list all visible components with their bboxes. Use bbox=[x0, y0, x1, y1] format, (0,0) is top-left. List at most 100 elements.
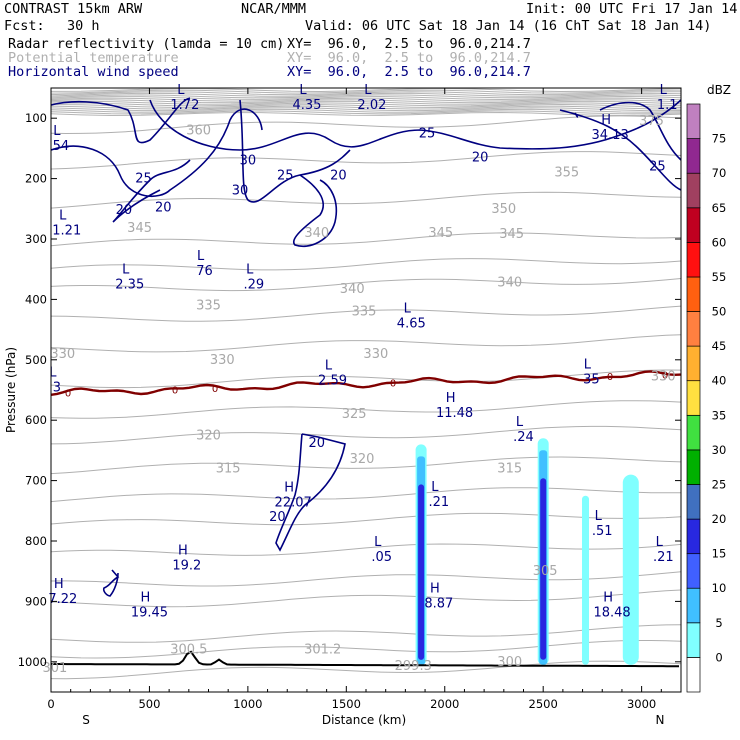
extremum-marker: H bbox=[430, 581, 440, 596]
theta-line bbox=[50, 87, 682, 93]
theta-line bbox=[50, 487, 682, 503]
theta-line bbox=[50, 571, 682, 587]
theta-isentropes bbox=[50, 87, 682, 680]
colorbar-label: 35 bbox=[712, 408, 727, 422]
theta-label: 340 bbox=[304, 226, 329, 241]
axes: 0 500 1000 1500 2000 2500 30001002003004005006… bbox=[18, 88, 681, 711]
y-tick-label: 500 bbox=[25, 353, 47, 367]
wind-contour bbox=[239, 99, 351, 203]
y-tick-label: 100 bbox=[25, 111, 47, 125]
reflectivity-column-3 bbox=[582, 495, 589, 665]
x-tick-label: 3000 bbox=[627, 697, 656, 711]
extremum-value: 2.35 bbox=[115, 277, 144, 292]
theta-line bbox=[50, 369, 682, 389]
wind-speed-contours bbox=[50, 97, 682, 597]
theta-line bbox=[50, 95, 682, 101]
colorbar-box bbox=[686, 207, 701, 243]
theta-line bbox=[50, 334, 682, 353]
zero-label: 0 bbox=[662, 371, 668, 382]
theta-label: 355 bbox=[554, 166, 579, 181]
zero-label: 0 bbox=[172, 385, 178, 396]
wind-contour bbox=[149, 99, 682, 151]
extremum-value: 18.48 bbox=[593, 605, 630, 620]
colorbar-box bbox=[686, 276, 701, 312]
theta-line bbox=[50, 108, 682, 113]
extremum-value: 3 bbox=[53, 381, 61, 396]
y-tick-label: 1000 bbox=[18, 655, 47, 669]
theta-line bbox=[50, 456, 682, 475]
wind-label: 20 bbox=[309, 436, 326, 451]
colorbar-box bbox=[686, 380, 701, 416]
extremum-value: 2.59 bbox=[318, 373, 347, 388]
extremum-value: .29 bbox=[243, 277, 264, 292]
theta-line bbox=[50, 107, 682, 112]
extremum-marker: L bbox=[197, 249, 205, 264]
theta-line bbox=[50, 115, 682, 135]
theta-label: 340 bbox=[497, 275, 522, 290]
wind-label: 25 bbox=[135, 172, 152, 187]
theta-line bbox=[50, 400, 682, 419]
x-axis-label: Distance (km) bbox=[322, 713, 406, 727]
colorbar-box bbox=[686, 657, 701, 693]
colorbar-label: 55 bbox=[712, 270, 727, 284]
terrain-profile bbox=[51, 650, 679, 668]
theta-line bbox=[50, 232, 682, 247]
extremum-value: .21 bbox=[429, 495, 450, 510]
theta-line bbox=[50, 278, 682, 292]
colorbar-box bbox=[686, 622, 701, 658]
theta-line bbox=[50, 89, 682, 94]
colorbar-box bbox=[686, 449, 701, 485]
x-tick-label: 1000 bbox=[233, 697, 262, 711]
wind-label: 25 bbox=[277, 169, 294, 184]
extremum-marker: H bbox=[601, 113, 611, 128]
extremum-marker: L bbox=[595, 509, 603, 524]
extremum-marker: H bbox=[284, 480, 294, 495]
theta-line bbox=[50, 94, 682, 99]
theta-line bbox=[50, 91, 681, 96]
y-tick-label: 300 bbox=[25, 232, 47, 246]
extremum-value: 19.45 bbox=[131, 605, 168, 620]
extremum-value: 76 bbox=[196, 264, 213, 279]
wind-label: 30 bbox=[232, 184, 249, 199]
x-tick-label: 2000 bbox=[430, 697, 459, 711]
field-wind-xy: XY= 96.0, 2.5 to 96.0,214.7 bbox=[287, 64, 531, 80]
wind-contour bbox=[599, 101, 682, 161]
terrain-line bbox=[51, 650, 679, 668]
theta-label: 350 bbox=[491, 202, 516, 217]
colorbar-label: 45 bbox=[712, 339, 727, 353]
colorbar-label: 5 bbox=[715, 616, 722, 630]
extremum-value: 35 bbox=[583, 372, 600, 387]
extremum-marker: L bbox=[431, 480, 439, 495]
zero-label: 0 bbox=[212, 384, 218, 395]
field-theta-xy: XY= 96.0, 2.5 to 96.0,214.7 bbox=[287, 50, 531, 66]
extremum-value: .24 bbox=[513, 430, 534, 445]
colorbar-label: 10 bbox=[712, 581, 727, 595]
extremum-value: 1.1 bbox=[657, 98, 678, 113]
extremum-marker: L bbox=[404, 302, 412, 317]
x-tick-label: 0 bbox=[47, 697, 54, 711]
x-tick-label: 500 bbox=[138, 697, 160, 711]
theta-line bbox=[50, 92, 682, 97]
reflectivity-core-inner bbox=[540, 478, 547, 660]
org-name: NCAR/MMM bbox=[241, 1, 307, 17]
colorbar-label: 15 bbox=[712, 547, 727, 561]
extremum-marker: H bbox=[603, 590, 613, 605]
y-axis-label: Pressure (hPa) bbox=[4, 347, 18, 433]
field-reflectivity-xy: XY= 96.0, 2.5 to 96.0,214.7 bbox=[287, 36, 531, 52]
wind-contour bbox=[50, 108, 263, 197]
extremum-marker: L bbox=[177, 83, 185, 98]
colorbar-label: 70 bbox=[712, 166, 727, 180]
theta-label: 335 bbox=[196, 298, 221, 313]
extremum-marker: H bbox=[141, 590, 151, 605]
theta-label: 300 bbox=[497, 655, 522, 670]
theta-label: 335 bbox=[352, 304, 377, 319]
extremum-value: .51 bbox=[592, 524, 613, 539]
theta-label: 360 bbox=[186, 123, 211, 138]
theta-label: 345 bbox=[127, 221, 152, 236]
colorbar-box bbox=[686, 414, 701, 451]
wind-label: 20 bbox=[330, 169, 347, 184]
theta-label: 315 bbox=[497, 462, 522, 477]
